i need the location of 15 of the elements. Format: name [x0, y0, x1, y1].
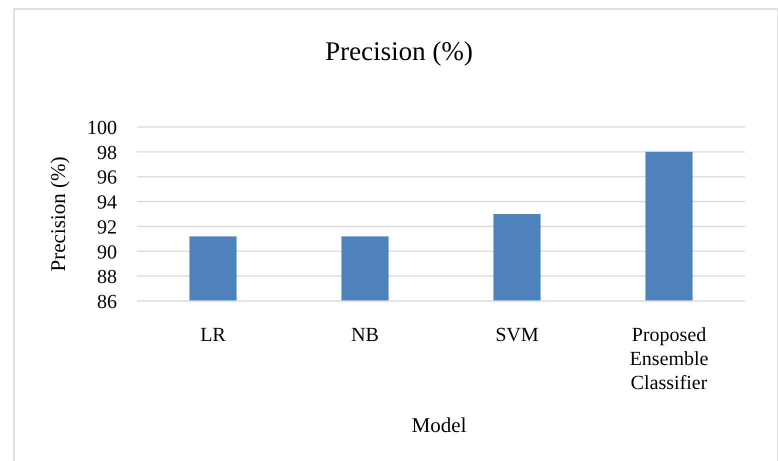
y-tick-label: 90 [97, 241, 117, 264]
y-tick-label: 92 [97, 216, 117, 238]
x-tick-label: LR [200, 324, 226, 346]
x-tick-label: NB [351, 324, 379, 346]
chart-title: Precision (%) [325, 36, 473, 66]
y-axis-title: Precision (%) [46, 156, 70, 272]
x-axis-title: Model [412, 413, 467, 437]
y-tick-label: 96 [97, 166, 117, 189]
y-tick-label: 94 [97, 192, 117, 214]
x-tick-label: SVM [495, 324, 539, 346]
y-tick-label: 100 [87, 117, 117, 139]
y-tick-label: 88 [97, 266, 117, 288]
y-tick-label: 98 [97, 142, 117, 164]
x-tick-label: Proposed Ensemble Classifier [630, 324, 709, 394]
y-tick-label: 86 [97, 291, 117, 313]
